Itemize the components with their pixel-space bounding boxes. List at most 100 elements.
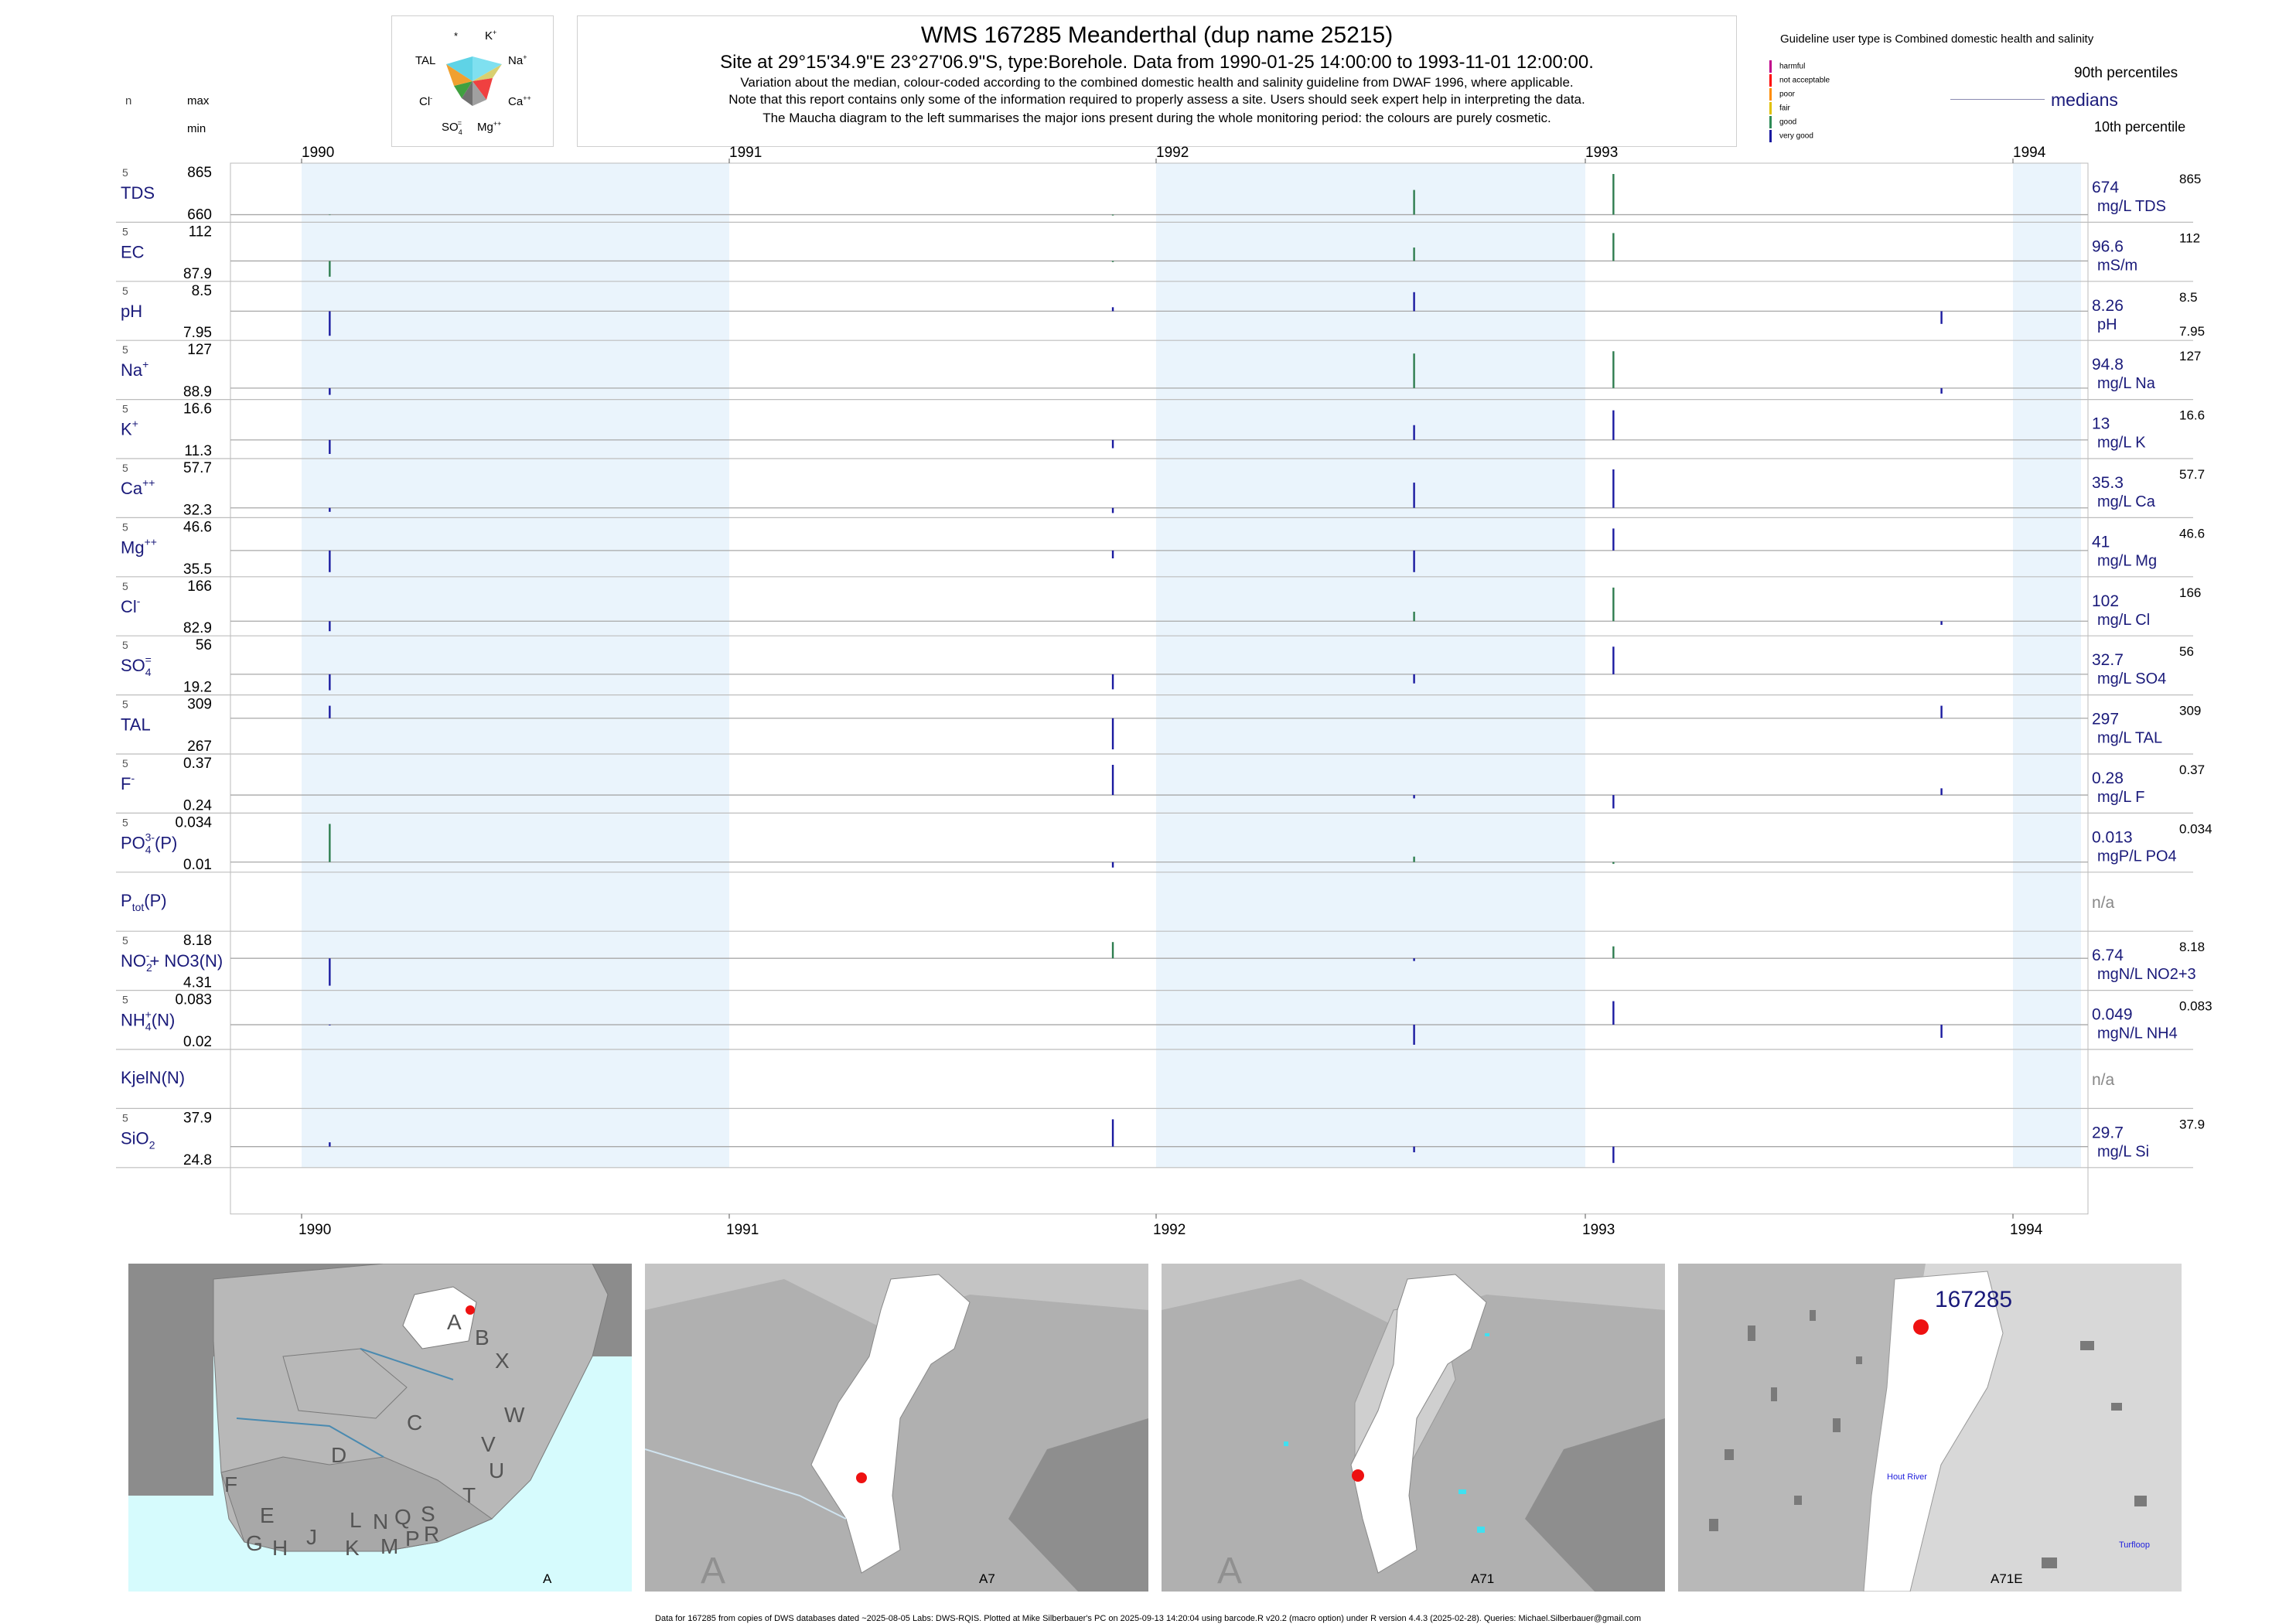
region-letter-s: S xyxy=(421,1502,435,1526)
row-label: Na+ xyxy=(121,358,148,380)
row-label: SO4= xyxy=(121,653,152,678)
year-label-bottom: 1992 xyxy=(1153,1222,1186,1238)
row-median: 94.8 xyxy=(2092,356,2124,374)
row-unit: mg/L TDS xyxy=(2097,198,2166,215)
row-p90: 0.034 xyxy=(2179,821,2212,836)
row-label: TAL xyxy=(121,715,151,735)
row-p90: 309 xyxy=(2179,704,2201,718)
row-median: n/a xyxy=(2092,894,2115,912)
row-min: 0.02 xyxy=(183,1034,212,1050)
row-n: 5 xyxy=(122,816,128,828)
row-n: 5 xyxy=(122,285,128,297)
year-label-top: 1992 xyxy=(1156,145,1189,161)
row-n: 5 xyxy=(122,520,128,533)
row-p90: 166 xyxy=(2179,585,2201,600)
legend-class-label: good xyxy=(1779,118,1797,127)
year-label-top: 1991 xyxy=(729,145,762,161)
legend-class-harmful: harmful xyxy=(1769,60,1805,74)
region-letter-k: K xyxy=(345,1536,360,1560)
row-median: 0.013 xyxy=(2092,828,2133,846)
row-unit: mg/L Na xyxy=(2097,375,2156,392)
row-median: 41 xyxy=(2092,533,2110,551)
region-letter-e: E xyxy=(260,1503,275,1527)
region-letter-x: X xyxy=(495,1349,510,1373)
row-max: 166 xyxy=(187,578,212,595)
variable-row-ca: 5 57.7 32.3 Ca++ 35.3mg/L Ca 57.7 xyxy=(116,460,2205,518)
row-p90: 57.7 xyxy=(2179,467,2205,482)
note-line-3: The Maucha diagram to the left summarise… xyxy=(762,111,1551,125)
year-label-top: 1994 xyxy=(2013,145,2046,161)
row-label: Ptot(P) xyxy=(121,891,167,913)
variable-row-so4: 5 56 19.2 SO4= 32.7mg/L SO4 56 xyxy=(116,637,2194,696)
maucha-label-na: Na+ xyxy=(508,53,527,67)
row-max: 56 xyxy=(196,637,212,653)
row-p90: 112 xyxy=(2179,230,2200,245)
region-letter-c: C xyxy=(407,1411,423,1435)
variable-row-tds: 5 865 660 TDS 674 mg/L TDS 865 xyxy=(116,165,2201,223)
row-max: 0.37 xyxy=(183,756,212,772)
row-p90: 37.9 xyxy=(2179,1117,2205,1131)
row-n: 5 xyxy=(122,462,128,474)
row-max: 0.083 xyxy=(175,992,212,1008)
variable-row-tal: 5 309 267 TAL 297 mg/L TAL 309 xyxy=(116,697,2201,755)
site-id-label: 167285 xyxy=(1935,1287,2013,1312)
row-max: 127 xyxy=(187,342,212,358)
row-n: 5 xyxy=(122,580,128,592)
row-p90: 8.18 xyxy=(2179,940,2205,954)
region-letter-j: J xyxy=(306,1525,317,1549)
row-p90: 0.083 xyxy=(2179,999,2212,1014)
row-p90: 127 xyxy=(2179,349,2201,363)
region-letter-t: T xyxy=(462,1483,476,1507)
row-median: 674 xyxy=(2092,179,2119,196)
row-p90: 16.6 xyxy=(2179,408,2205,423)
maucha-label-so4: SO4= xyxy=(442,119,462,136)
row-max: 112 xyxy=(189,223,212,240)
p10-label: 10th percentile xyxy=(2094,119,2186,135)
region-letter-f: F xyxy=(224,1472,238,1496)
row-unit: pH xyxy=(2097,316,2117,333)
legend-class-poor: poor xyxy=(1769,88,1795,102)
region-letter-u: U xyxy=(489,1459,505,1482)
region-letter-q: Q xyxy=(394,1505,411,1529)
legend-class-label: harmful xyxy=(1779,62,1806,71)
row-label: Cl- xyxy=(121,595,141,616)
row-median: 297 xyxy=(2092,711,2119,728)
maucha-diagram-box: * K+ TAL Na+ Cl- Ca++ SO4= Mg++ xyxy=(391,15,554,147)
legend-class-label: poor xyxy=(1779,90,1796,99)
legend-swatch xyxy=(1769,60,1772,73)
maucha-label-star: * xyxy=(454,30,458,42)
map-a7-catchment xyxy=(645,1264,1148,1592)
legend-class-fair: fair xyxy=(1769,102,1790,116)
row-unit: mg/L Ca xyxy=(2097,493,2156,510)
site-subtitle: Site at 29°15'34.9"E 23°27'06.9"S, type:… xyxy=(720,52,1594,73)
map-caption-a71e: A71E xyxy=(1991,1571,2023,1586)
row-p90: 56 xyxy=(2179,644,2194,659)
title-box: WMS 167285 Meanderthal (dup name 25215) … xyxy=(577,15,1737,147)
legend-swatch xyxy=(1769,102,1772,114)
max-header: max xyxy=(187,94,210,107)
variable-row-ec: 5 112 87.9 EC 96.6 mS/m 112 xyxy=(116,223,2200,282)
row-min: 82.9 xyxy=(183,620,212,636)
row-max: 0.034 xyxy=(175,814,212,831)
row-n: 5 xyxy=(122,1111,128,1124)
row-n: 5 xyxy=(122,639,128,651)
legend-class-label: not acceptable xyxy=(1779,76,1830,85)
region-letter-p: P xyxy=(405,1527,420,1551)
row-p90: 865 xyxy=(2179,172,2201,186)
row-min: 87.9 xyxy=(183,266,212,282)
row-n: 5 xyxy=(122,757,128,769)
legend-class-very-good: very good xyxy=(1769,130,1813,144)
guideline-label: Guideline user type is Combined domestic… xyxy=(1780,32,2094,46)
year-label-top: 1990 xyxy=(302,145,334,161)
row-unit: mg/L Mg xyxy=(2097,552,2157,569)
row-min: 4.31 xyxy=(183,975,212,991)
plot-frame xyxy=(230,162,2089,1215)
row-unit: mgP/L PO4 xyxy=(2097,848,2177,865)
row-label: Mg++ xyxy=(121,535,157,557)
row-n: 5 xyxy=(122,698,128,711)
page-title: WMS 167285 Meanderthal (dup name 25215) xyxy=(920,22,1394,48)
region-letter-v: V xyxy=(481,1432,496,1456)
row-unit: mg/L SO4 xyxy=(2097,670,2166,687)
